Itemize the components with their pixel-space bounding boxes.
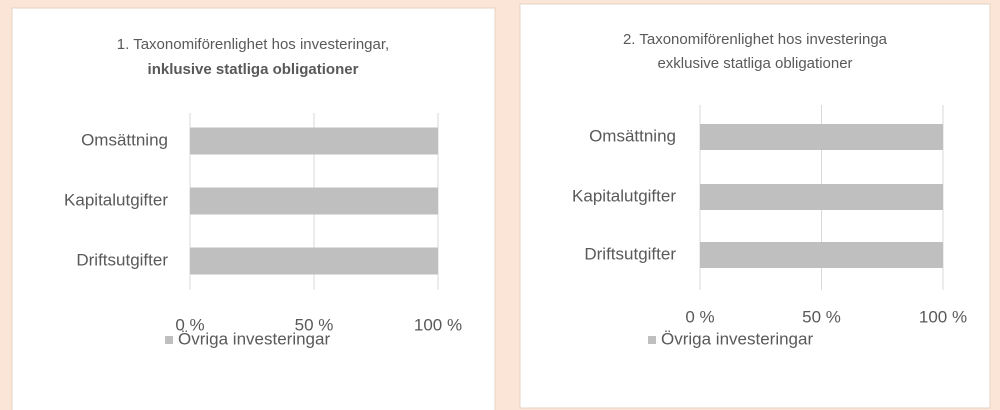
chart-subtitle: exklusive statliga obligationer xyxy=(657,55,852,72)
y-tick-label: Omsättning xyxy=(589,126,676,145)
bar xyxy=(190,127,438,155)
legend-label: Övriga investeringar xyxy=(661,329,813,348)
legend-swatch xyxy=(648,336,656,344)
y-tick-label: Kapitalutgifter xyxy=(572,186,676,205)
bar xyxy=(190,247,438,275)
chart-subtitle: inklusive statliga obligationer xyxy=(148,61,359,78)
x-tick-label: 50 % xyxy=(295,315,334,334)
bar xyxy=(700,242,943,268)
chart-title: 1. Taxonomiförenlighet hos investeringar… xyxy=(117,36,389,53)
bar xyxy=(700,184,943,210)
y-tick-label: Driftsutgifter xyxy=(76,250,168,269)
chart-title: 2. Taxonomiförenlighet hos investeringa xyxy=(623,31,888,48)
x-tick-label: 0 % xyxy=(175,315,204,334)
y-tick-label: Driftsutgifter xyxy=(584,244,676,263)
y-tick-label: Kapitalutgifter xyxy=(64,190,168,209)
x-tick-label: 50 % xyxy=(802,307,841,326)
x-tick-label: 0 % xyxy=(685,307,714,326)
legend-swatch xyxy=(165,336,173,344)
x-tick-label: 100 % xyxy=(414,315,462,334)
x-tick-label: 100 % xyxy=(919,307,967,326)
y-tick-label: Omsättning xyxy=(81,130,168,149)
bar xyxy=(700,124,943,150)
bar xyxy=(190,187,438,215)
legend-label: Övriga investeringar xyxy=(178,329,330,348)
